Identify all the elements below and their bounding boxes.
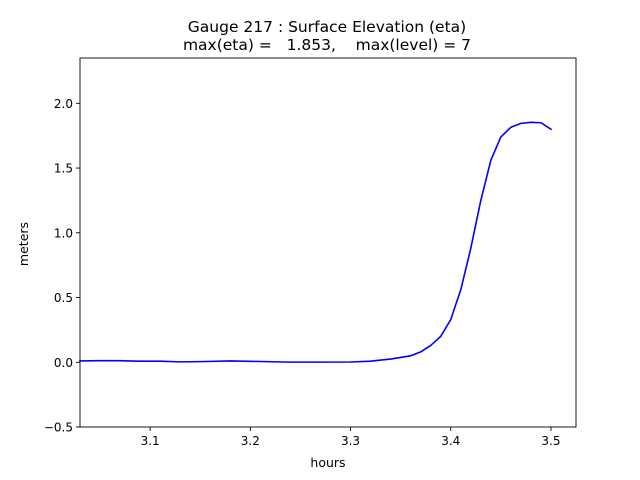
axes-frame — [79, 57, 577, 428]
x-tick-label: 3.2 — [241, 434, 260, 448]
series-line-eta — [79, 121, 553, 363]
y-tick-label: 0.0 — [54, 356, 73, 370]
plot-area: 3.1 3.2 3.3 3.4 3.5 −0.5 0.0 0.5 1.0 1.5 2.0 — [44, 57, 577, 448]
x-tick-label: 3.5 — [541, 434, 560, 448]
chart-title: Gauge 217 : Surface Elevation (eta) — [188, 18, 466, 36]
x-tick-label: 3.3 — [341, 434, 360, 448]
y-tick-label: 1.5 — [54, 162, 73, 176]
y-tick-label: 0.5 — [54, 291, 73, 305]
x-tick-label: 3.1 — [141, 434, 160, 448]
y-axis-label: meters — [16, 222, 31, 266]
y-tick-label: 2.0 — [54, 97, 73, 111]
x-axis-label: hours — [310, 455, 345, 470]
plot-background — [80, 58, 576, 427]
x-tick-label: 3.4 — [441, 434, 460, 448]
chart-subtitle: max(eta) = 1.853, max(level) = 7 — [183, 36, 471, 54]
y-tick-label: 1.0 — [54, 226, 73, 240]
y-tick-label: −0.5 — [44, 421, 73, 435]
